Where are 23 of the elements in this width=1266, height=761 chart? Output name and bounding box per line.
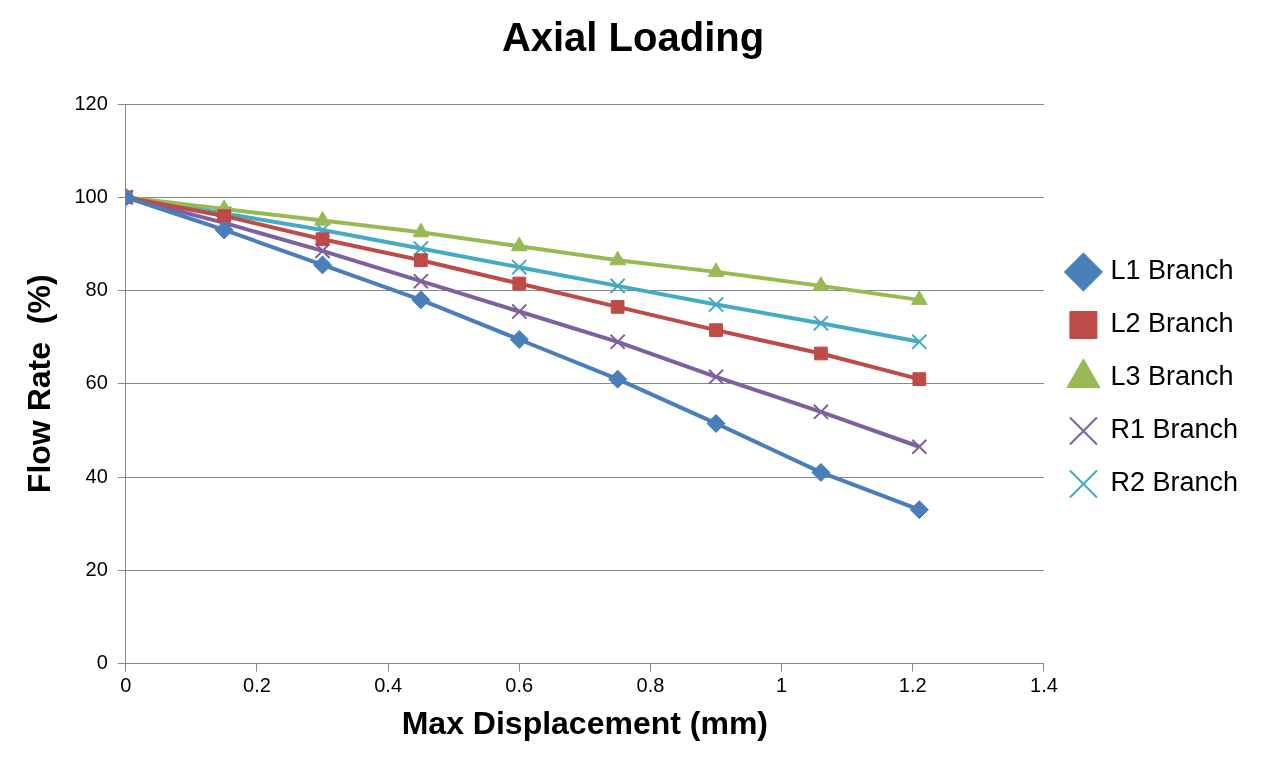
y-tick-label: 80: [85, 278, 108, 301]
legend-label: L3 Branch: [1110, 361, 1234, 392]
legend-label: L2 Branch: [1110, 308, 1234, 339]
x-tick-label: 0.4: [374, 674, 403, 697]
legend-label: L1 Branch: [1110, 255, 1234, 286]
y-tick-label: 60: [85, 371, 108, 394]
y-tick-label: 20: [85, 557, 108, 580]
x-tick-label: 1.4: [1030, 674, 1058, 697]
x-axis-title: Max Displacement (mm): [401, 704, 769, 741]
legend-label: R2 Branch: [1110, 467, 1239, 498]
x-tick-label: 1: [776, 674, 788, 697]
y-tick-label: 120: [74, 91, 108, 114]
y-tick-label: 0: [96, 651, 108, 674]
chart-title: Axial Loading: [501, 15, 765, 60]
x-tick-label: 0.6: [505, 674, 534, 697]
x-tick-label: 0: [120, 674, 132, 697]
x-tick-label: 0.8: [636, 674, 665, 697]
y-axis-title: Flow Rate (%): [21, 274, 58, 494]
x-tick-label: 0.2: [243, 674, 271, 697]
x-tick-label: 1.2: [898, 674, 927, 697]
y-tick-label: 40: [85, 464, 108, 487]
legend-label: R1 Branch: [1110, 414, 1239, 445]
y-tick-label: 100: [74, 184, 108, 207]
